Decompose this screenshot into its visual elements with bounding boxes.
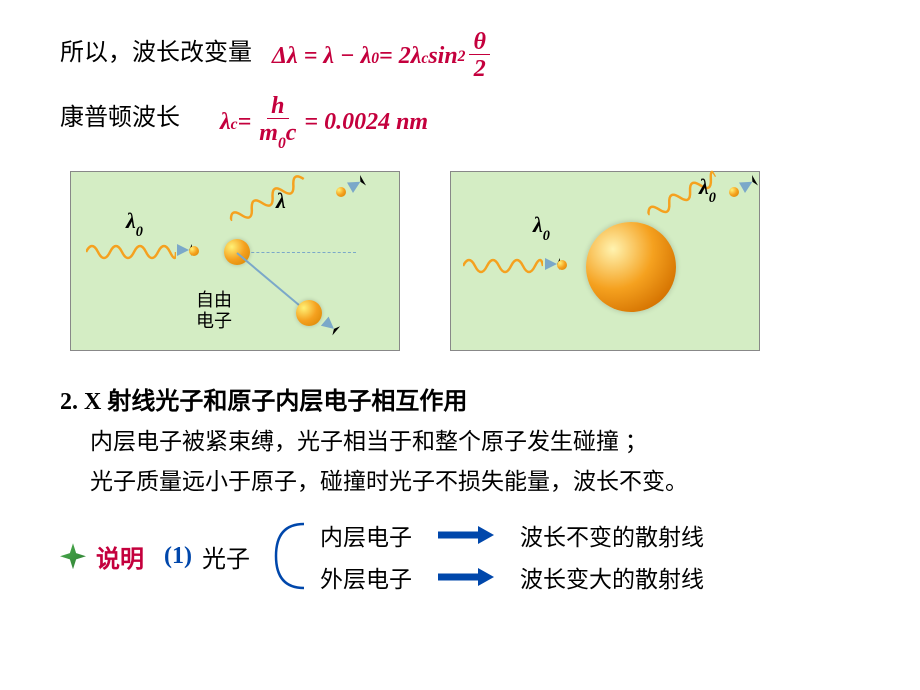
wave-scattered <box>216 150 324 247</box>
recoil-line <box>236 253 306 312</box>
explain-label: 说明 <box>96 539 144 574</box>
star-icon <box>60 543 86 569</box>
arrow-icon <box>438 528 494 542</box>
label-lambda0-2in: λ0 <box>533 212 550 242</box>
wave-incoming <box>86 240 176 264</box>
diagram-atom: λ0 λ0 <box>450 171 760 351</box>
label-lambda0-1-sub: 0 <box>136 224 143 240</box>
branch-inner-left: 内层电子 <box>320 518 412 552</box>
section-2-title: 2. X 射线光子和原子内层电子相互作用 <box>60 381 860 416</box>
theta-den: 2 <box>470 55 490 84</box>
lambda-c-eq1: = <box>238 109 252 136</box>
arrow-out-head-1 <box>347 175 366 193</box>
photon-in-2 <box>557 260 567 270</box>
arrow-recoil-head <box>321 317 340 336</box>
label-lambda-1: λ <box>276 188 286 214</box>
label-lambda0-2in-sub: 0 <box>543 228 550 244</box>
theta-over-2: θ 2 <box>469 30 489 84</box>
wave-incoming-2 <box>463 254 543 278</box>
lambda-c-sub: c <box>231 116 238 134</box>
sub-c: c <box>421 50 428 68</box>
formula-delta-lambda: Δλ = λ − λ0 = 2λc sin2 θ 2 <box>272 30 494 84</box>
diagram-free-electron: λ0 λ 自由电子 <box>70 171 400 351</box>
lambda-c-val: = 0.0024 nm <box>304 109 428 136</box>
dashed-axis-1 <box>236 252 356 253</box>
section-2-body-1: 内层电子被紧束缚，光子相当于和整个原子发生碰撞 ； <box>90 422 860 456</box>
m-sub: 0 <box>278 135 286 152</box>
sin-text: sin <box>428 43 457 70</box>
frac-den: m0c <box>255 119 300 152</box>
lambda-c-lhs: λ <box>220 109 231 136</box>
explain-row: 说明 (1) 光子 内层电子 波长不变的散射线 外层电子 波长变大的散射线 <box>60 514 860 598</box>
formula-lambda-c: λc = h m0c = 0.0024 nm <box>220 94 428 152</box>
intro-text-2: 康普顿波长 <box>60 99 180 137</box>
sup-2: 2 <box>458 48 466 66</box>
intro-row-2: 康普顿波长 λc = h m0c = 0.0024 nm <box>60 94 860 152</box>
branch-outer-left: 外层电子 <box>320 560 412 594</box>
branch-bracket-icon <box>264 516 314 596</box>
arrow-out-head-2 <box>739 175 758 193</box>
section-2-body-2: 光子质量远小于原子，碰撞时光子不损失能量，波长不变。 <box>90 462 860 496</box>
intro-text-1: 所以，波长改变量 <box>60 34 252 72</box>
photon-out-2 <box>729 187 739 197</box>
branch-outer-right: 波长变大的散射线 <box>520 560 704 594</box>
branch-column: 内层电子 波长不变的散射线 外层电子 波长变大的散射线 <box>320 514 704 598</box>
theta-num: θ <box>469 30 489 55</box>
photon-in-1 <box>189 246 199 256</box>
explain-item-num: (1) <box>164 543 192 570</box>
frac-num: h <box>267 94 288 119</box>
delta-lambda-rhs1: = 2λ <box>379 43 421 70</box>
photon-out-1 <box>336 187 346 197</box>
intro-row-1: 所以，波长改变量 Δλ = λ − λ0 = 2λc sin2 θ 2 <box>60 30 860 84</box>
label-lambda0-2out-sub: 0 <box>709 190 716 206</box>
label-free-electron: 自由电子 <box>196 290 232 331</box>
c-denom: c <box>286 120 297 146</box>
arrow-icon <box>438 570 494 584</box>
diagrams-row: λ0 λ 自由电子 λ0 λ0 <box>70 171 860 351</box>
explain-photon-label: 光子 <box>202 539 250 574</box>
h-over-m0c: h m0c <box>255 94 300 152</box>
delta-lambda-lhs: Δλ = λ − λ <box>272 43 371 70</box>
label-lambda0-1: λ0 <box>126 208 143 238</box>
branch-row-inner: 内层电子 波长不变的散射线 <box>320 518 704 552</box>
sub-zero: 0 <box>371 50 379 68</box>
label-lambda0-2out: λ0 <box>699 174 716 204</box>
electron-recoil <box>296 300 322 326</box>
branch-row-outer: 外层电子 波长变大的散射线 <box>320 560 704 594</box>
branch-inner-right: 波长不变的散射线 <box>520 518 704 552</box>
